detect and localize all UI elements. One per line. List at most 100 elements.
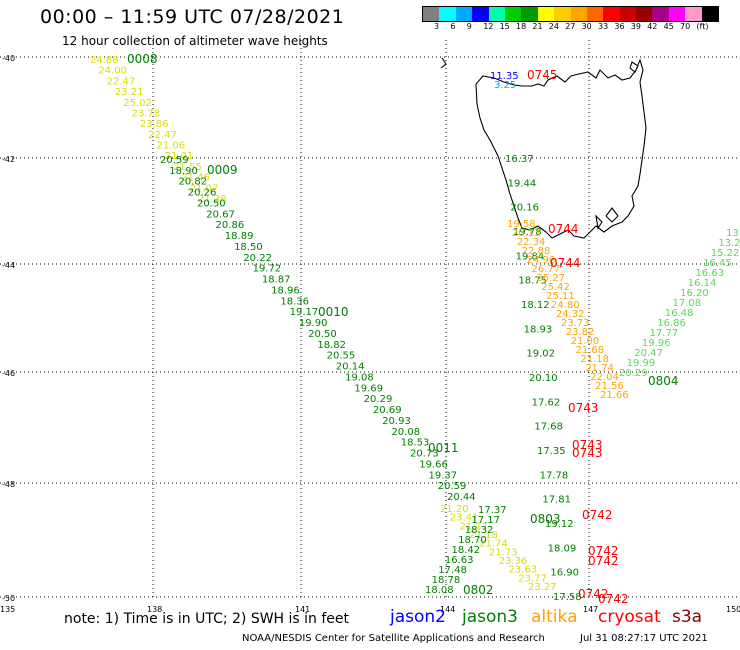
colorbar-swatch: [521, 7, 538, 21]
jason3-swh-label: 20.29: [619, 368, 648, 379]
jason3-swh-label: 18.75: [518, 276, 547, 287]
jason3-swh-label: 13.24: [718, 238, 740, 249]
cryosat-time-label: 0742: [582, 508, 613, 522]
s3a-swh-label: 21.07: [190, 183, 219, 194]
cryosat-time-label: 0743: [572, 438, 603, 452]
colorbar-swatch: [570, 7, 587, 21]
jason2-swh-label: 3.25: [494, 80, 516, 91]
lon-tick-label: 150: [726, 605, 740, 614]
jason3-swh-label: 18.90: [169, 166, 198, 177]
s3a-swh-label: 25.02: [123, 98, 152, 109]
altika-swh-label: 21.56: [595, 381, 624, 392]
s3a-swh-label: 24.00: [98, 66, 127, 77]
jason3-time-label: 0008: [127, 52, 158, 66]
jason3-swh-label: 18.89: [225, 231, 254, 242]
colorbar-label: 21: [532, 22, 543, 31]
jason3-swh-label: 20.47: [634, 348, 663, 359]
jason3-swh-label: 17.48: [438, 565, 467, 576]
colorbar-label: 42: [647, 22, 658, 31]
jason3-time-label: 0011: [428, 441, 459, 455]
legend-cryosat: cryosat: [598, 607, 661, 627]
s3a-swh-label: 21.73: [489, 547, 518, 558]
jason3-swh-label: 16.45: [703, 258, 732, 269]
jason3-swh-label: 17.62: [532, 397, 561, 408]
jason3-swh-label: 19.17: [290, 307, 319, 318]
s3a-swh-label: 21.38: [198, 194, 227, 205]
s3a-swh-label: 21.55: [173, 162, 202, 173]
cryosat-time-label: 0742: [588, 554, 619, 568]
jason3-swh-label: 19.12: [545, 519, 574, 530]
jason3-swh-label: 16.63: [695, 268, 724, 279]
map-subtitle: 12 hour collection of altimeter wave hei…: [62, 34, 328, 48]
s3a-swh-label: 23.21: [115, 87, 144, 98]
lat-tick-label: -50: [2, 594, 15, 603]
jason2-swh-label: 11.35: [490, 71, 519, 82]
altika-swh-label: 21.66: [600, 390, 629, 401]
jason3-time-label: 0802: [463, 583, 494, 597]
lon-tick-label: 144: [440, 605, 455, 614]
altimeter-labels: 24.8824.0022.4723.2125.0223.7823.8622.47…: [90, 52, 740, 606]
jason3-swh-label: 19.66: [419, 459, 448, 470]
s3a-swh-label: 21.06: [156, 141, 185, 152]
jason3-swh-label: 20.82: [179, 177, 208, 188]
colorbar-label: 27: [565, 22, 576, 31]
legend-s3a: s3a: [672, 607, 703, 627]
jason3-swh-label: 15.22: [711, 248, 740, 259]
s3a-swh-label: 21.18: [469, 530, 498, 541]
lon-tick-label: 138: [147, 605, 162, 614]
jason3-swh-label: 18.96: [271, 285, 300, 296]
altika-swh-label: 25.27: [536, 273, 565, 284]
jason3-swh-label: 13.99: [726, 228, 740, 239]
cryosat-time-label: 0742: [598, 592, 629, 606]
s3a-swh-label: 23.78: [132, 108, 161, 119]
lat-tick-label: -40: [2, 54, 15, 63]
jason3-swh-label: 20.59: [160, 155, 189, 166]
colorbar-swatch: [603, 7, 620, 21]
jason3-swh-label: 16.48: [665, 308, 694, 319]
s3a-swh-label: 22.47: [107, 76, 136, 87]
jason3-swh-label: 20.86: [216, 220, 245, 231]
colorbar-label: 24: [548, 22, 559, 31]
altika-swh-label: 21.18: [580, 354, 609, 365]
colorbar-swatch: [685, 7, 702, 21]
jason3-swh-label: 18.87: [262, 275, 291, 286]
s3a-swh-label: 23.86: [140, 119, 169, 130]
lon-tick-label: 147: [583, 605, 598, 614]
jason3-swh-label: 18.12: [521, 300, 550, 311]
jason3-swh-label: 20.16: [510, 203, 539, 214]
lat-tick-label: -44: [2, 261, 15, 270]
s3a-swh-label: 21.74: [479, 539, 508, 550]
jason3-swh-label: 18.93: [524, 324, 553, 335]
colorbar-swatch: [652, 7, 669, 21]
footer-note: note: 1) Time is in UTC; 2) SWH is in fe…: [64, 611, 350, 627]
jason3-swh-label: 20.67: [206, 209, 235, 220]
jason3-swh-label: 18.42: [452, 545, 481, 556]
s3a-swh-label: 21.01: [165, 151, 194, 162]
jason3-swh-label: 16.20: [680, 288, 709, 299]
jason3-time-label: 0804: [648, 374, 679, 388]
altika-swh-label: 22.88: [522, 246, 551, 257]
map-title: 00:00 – 11:59 UTC 07/28/2021: [40, 6, 345, 28]
swh-colorbar: [422, 6, 720, 22]
colorbar-label: 15: [499, 22, 510, 31]
colorbar-swatch: [439, 7, 456, 21]
credit-line: NOAA/NESDIS Center for Satellite Applica…: [242, 633, 545, 644]
s3a-swh-label: 21.11: [460, 521, 489, 532]
jason3-swh-label: 16.37: [505, 154, 534, 165]
jason3-swh-label: 20.93: [382, 416, 411, 427]
lat-tick-label: -42: [2, 155, 15, 164]
s3a-swh-label: 23.41: [450, 513, 479, 524]
timestamp: Jul 31 08:27:17 UTC 2021: [580, 633, 708, 644]
jason3-swh-label: 20.55: [327, 351, 356, 362]
jason3-time-label: 0803: [530, 512, 561, 526]
colorbar-swatch: [586, 7, 604, 21]
s3a-swh-label: 23.63: [508, 565, 537, 576]
colorbar-label: 12: [483, 22, 494, 31]
altika-swh-label: 24.80: [551, 300, 580, 311]
cryosat-time-label: 0744: [548, 222, 579, 236]
altika-swh-label: 23.82: [566, 327, 595, 338]
jason3-swh-label: 18.08: [425, 585, 454, 596]
jason3-swh-label: 18.32: [465, 525, 494, 536]
altika-swh-label: 22.04: [590, 372, 619, 383]
legend-altika: altika: [531, 607, 578, 627]
